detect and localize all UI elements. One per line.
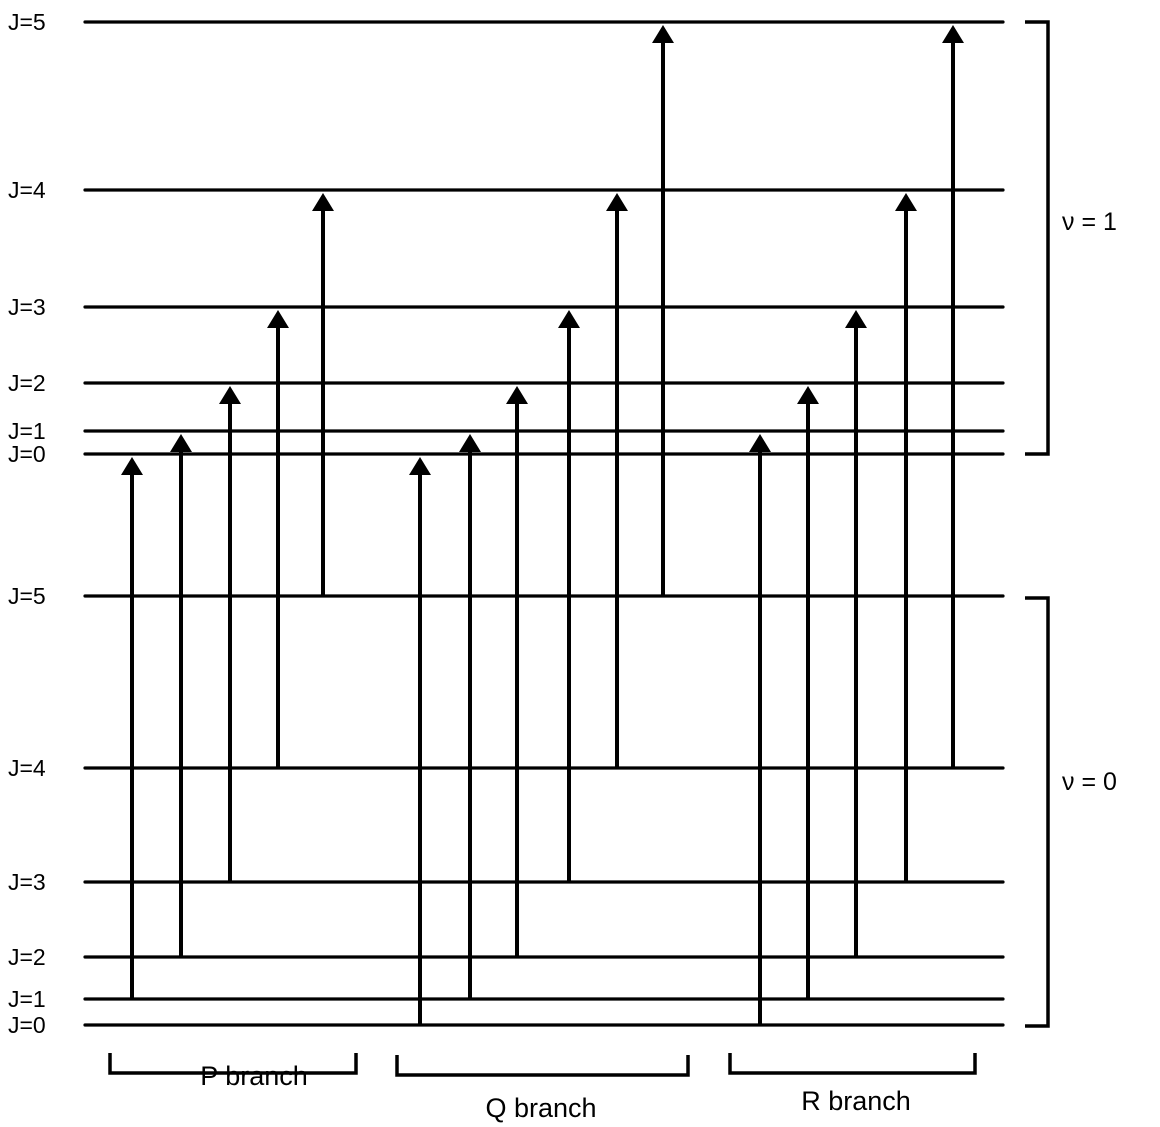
upper-level-label: J=4 [8,177,46,203]
transition-arrow [606,193,628,768]
arrow-head-icon [459,434,481,452]
upper-level-label: J=0 [8,441,46,467]
arrow-head-icon [409,457,431,475]
arrow-head-icon [749,434,771,452]
lower-state-levels: J=0J=1 J=2 J=3 J=4 J=5 [8,583,1005,1038]
arrow-head-icon [797,386,819,404]
q-branch-label: Q branch [485,1093,596,1123]
transition-arrow [312,193,334,596]
lower-level-label: J=2 [8,944,46,970]
upper-state-label: ν = 1 [1062,208,1117,236]
transition-arrow [506,386,528,957]
arrow-head-icon [942,25,964,43]
arrow-head-icon [558,310,580,328]
transition-arrow [409,457,431,1025]
lower-level-label: J=1 [8,986,46,1012]
arrow-head-icon [895,193,917,211]
transition-arrow [219,386,241,882]
transition-arrow [942,25,964,768]
arrow-head-icon [121,457,143,475]
upper-level-label: J=2 [8,370,46,396]
transition-arrow [895,193,917,882]
arrow-head-icon [606,193,628,211]
branch-bracket [728,1053,977,1075]
arrow-head-icon [652,25,674,43]
state-brackets [1025,20,1050,1028]
transition-arrow [749,434,771,1025]
transition-arrow [459,434,481,999]
lower-level-label: J=4 [8,755,46,781]
lower-state-bracket [1025,596,1050,1028]
lower-level-label: J=3 [8,869,46,895]
arrow-head-icon [170,434,192,452]
arrow-head-icon [312,193,334,211]
arrow-head-icon [267,310,289,328]
lower-level-label: J=5 [8,583,46,609]
arrow-head-icon [506,386,528,404]
transition-arrow [845,310,867,957]
transition-arrow [170,434,192,957]
lower-state-label: ν = 0 [1062,768,1117,796]
upper-state-bracket [1025,20,1050,456]
upper-level-label: J=3 [8,294,46,320]
arrow-head-icon [845,310,867,328]
transition-arrow [558,310,580,882]
r-branch-label: R branch [801,1086,911,1116]
p-branch-label: P branch [200,1061,308,1091]
transition-arrow [267,310,289,768]
upper-state-levels: J=0J=1 J=2 J=3 J=4 J=5 [8,9,1005,467]
branch-bracket [395,1055,690,1077]
branch-brackets [108,1053,977,1077]
upper-level-label: J=5 [8,9,46,35]
transition-arrows [121,25,964,1025]
arrow-head-icon [219,386,241,404]
transition-arrow [797,386,819,999]
lower-level-label: J=0 [8,1012,46,1038]
transition-arrow [121,457,143,999]
upper-level-label: J=1 [8,418,46,444]
branch-bracket [108,1053,358,1075]
transition-arrow [652,25,674,596]
